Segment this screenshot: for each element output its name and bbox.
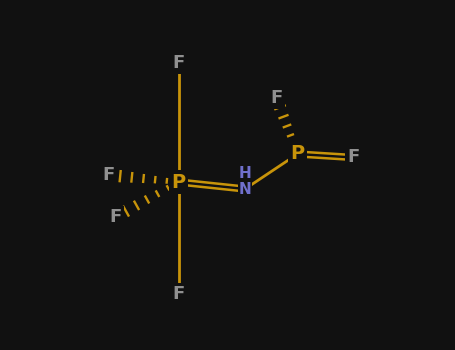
Text: F: F <box>172 285 185 303</box>
Text: F: F <box>102 166 115 184</box>
Text: F: F <box>270 89 283 107</box>
Text: F: F <box>347 148 359 167</box>
Text: N: N <box>238 182 251 196</box>
Text: F: F <box>109 208 121 226</box>
Text: F: F <box>172 54 185 72</box>
Text: H: H <box>238 166 251 181</box>
Text: P: P <box>172 173 186 191</box>
Text: P: P <box>290 145 304 163</box>
